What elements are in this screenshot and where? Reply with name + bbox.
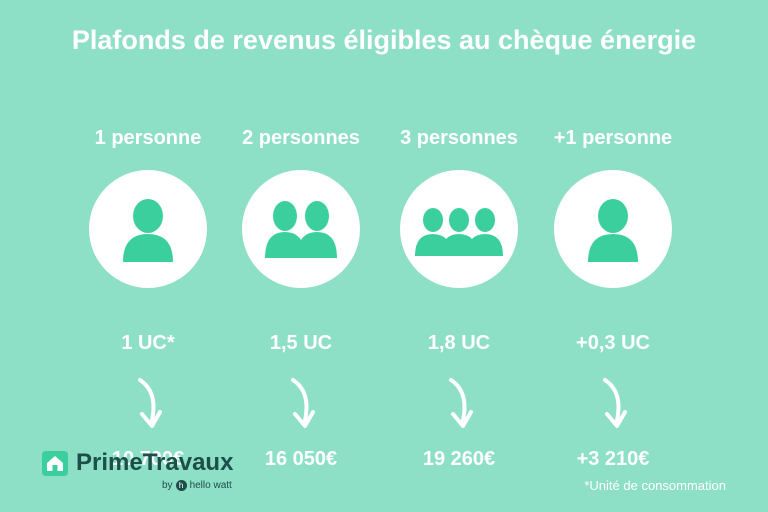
curved-arrow-icon [291,378,315,428]
column-3-persons: 3 personnes 1,8 UC 19 260€ [374,120,544,472]
uc-value: 1,5 UC [269,332,333,354]
curved-arrow-icon [138,378,162,428]
income-ceiling: 19 260€ [422,448,496,470]
income-ceiling: 10 700€ [111,448,185,470]
column-label: +1 personne [553,127,673,149]
column-label: 1 personne [94,127,202,149]
two-persons-icon [242,170,360,288]
curved-arrow-icon [449,378,473,428]
house-icon [42,451,68,476]
column-plus-1-person: +1 personne +0,3 UC +3 210€ [528,120,698,472]
curved-arrow-icon [603,378,627,428]
primetravaux-logo: PrimeTravaux [40,448,233,478]
column-1-person: 1 personne 1 UC* 10 700€ [63,120,233,472]
logo-by: by [162,480,173,491]
logo-partner: hello watt [189,480,232,491]
uc-value: 1 UC* [121,332,175,354]
three-persons-icon [400,170,518,288]
logo-name: PrimeTravaux [76,449,234,476]
income-ceiling: 16 050€ [264,448,338,470]
uc-value: +0,3 UC [576,332,650,354]
uc-value: 1,8 UC [427,332,491,354]
column-label: 3 personnes [400,127,518,149]
logo-subtitle: by h hello watt [162,480,232,491]
page-title: Plafonds de revenus éligibles au chèque … [71,25,697,55]
column-2-persons: 2 personnes 1,5 UC 16 050€ [216,120,386,472]
person-icon [89,170,207,288]
hello-watt-icon: h [175,480,187,491]
person-icon [554,170,672,288]
footnote: *Unité de consommation [584,478,726,493]
column-label: 2 personnes [242,127,360,149]
income-ceiling: +3 210€ [576,448,650,470]
